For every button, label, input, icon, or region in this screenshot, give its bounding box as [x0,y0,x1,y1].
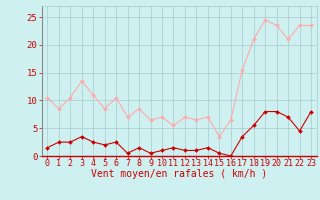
X-axis label: Vent moyen/en rafales ( km/h ): Vent moyen/en rafales ( km/h ) [91,169,267,179]
